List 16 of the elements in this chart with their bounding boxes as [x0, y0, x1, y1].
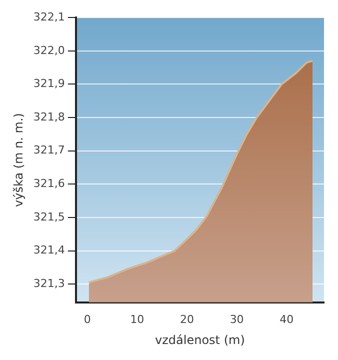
- x-axis-title: vzdálenost (m): [155, 332, 245, 347]
- y-tick-label: 321,9: [33, 77, 65, 90]
- x-tick-label: 20: [180, 312, 194, 326]
- y-tick-label: 321,6: [33, 177, 65, 190]
- x-tick-label: 0: [84, 312, 91, 326]
- x-tick-label: 10: [130, 312, 144, 326]
- y-tick-label: 322,1: [33, 10, 65, 24]
- y-tick-label: 321,8: [33, 110, 65, 124]
- y-tick-label: 321,4: [33, 244, 65, 257]
- x-tick-label: 30: [230, 312, 244, 326]
- y-tick-label: 321,3: [33, 276, 65, 290]
- y-axis-title: výška (m n. m.): [11, 113, 26, 207]
- x-tick-label: 40: [280, 312, 294, 326]
- y-tick-label: 322,0: [33, 44, 65, 57]
- y-tick-label: 321,7: [33, 144, 65, 157]
- y-tick-label: 321,5: [33, 210, 65, 224]
